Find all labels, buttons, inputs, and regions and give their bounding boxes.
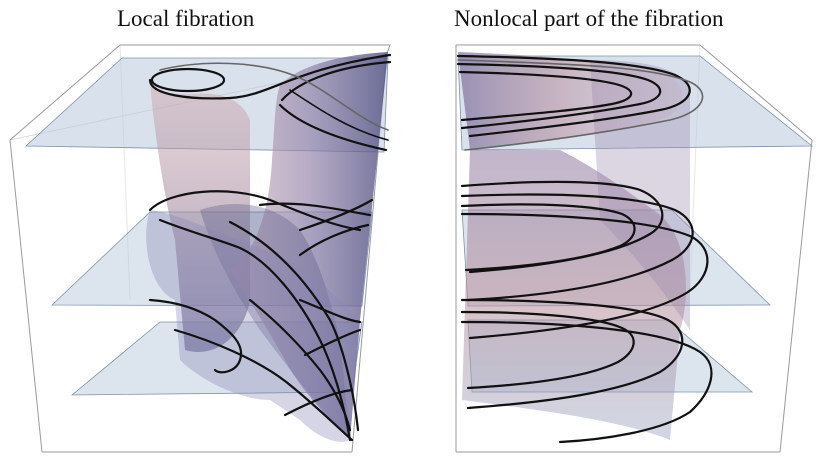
right-curve-top-1 <box>456 54 691 138</box>
right-curve-top-3 <box>458 70 633 122</box>
left-curve-low-4 <box>298 298 362 324</box>
left-curve-mid-3 <box>258 202 372 217</box>
right-panel-title: Nonlocal part of the fibration <box>454 6 724 31</box>
right-surface-upper <box>458 52 683 150</box>
left-curve-top-3 <box>278 103 388 152</box>
left-curve-loop <box>150 67 226 93</box>
left-curves <box>148 53 392 442</box>
left-surface-tube <box>150 76 250 352</box>
left-curve-low-1 <box>148 298 243 374</box>
right-bounding-box <box>455 44 813 453</box>
right-curve-mid-2 <box>460 193 694 302</box>
left-curve-low-6 <box>283 388 354 417</box>
left-curve-top-5 <box>159 62 389 131</box>
right-curve-mid-3 <box>460 203 636 272</box>
right-curve-mid-4 <box>460 212 709 340</box>
left-surface-lower <box>146 210 360 442</box>
left-surface-sheet <box>230 52 388 440</box>
right-panel <box>455 44 814 453</box>
left-surfaces <box>146 52 388 442</box>
right-curve-top-4 <box>457 59 704 151</box>
left-curve-mid-1 <box>148 190 362 232</box>
left-curve-low-2 <box>173 328 354 442</box>
left-curve-mid-4 <box>298 198 374 232</box>
left-curve-top-4 <box>289 89 389 141</box>
left-curve-mid-5 <box>228 220 360 432</box>
left-curve-low-3 <box>248 298 352 432</box>
left-panel <box>9 44 392 453</box>
left-curve-mid-6 <box>298 223 370 257</box>
right-curve-top-2 <box>456 62 662 130</box>
left-curve-top-2 <box>280 60 392 102</box>
right-curves <box>456 54 713 444</box>
right-curve-low-3 <box>460 320 713 444</box>
right-curve-low-2 <box>460 310 635 390</box>
left-curve-top-1 <box>148 53 392 100</box>
left-panel-title: Local fibration <box>117 6 255 31</box>
left-curve-low-5 <box>303 328 362 357</box>
left-curve-mid-2 <box>158 218 352 442</box>
